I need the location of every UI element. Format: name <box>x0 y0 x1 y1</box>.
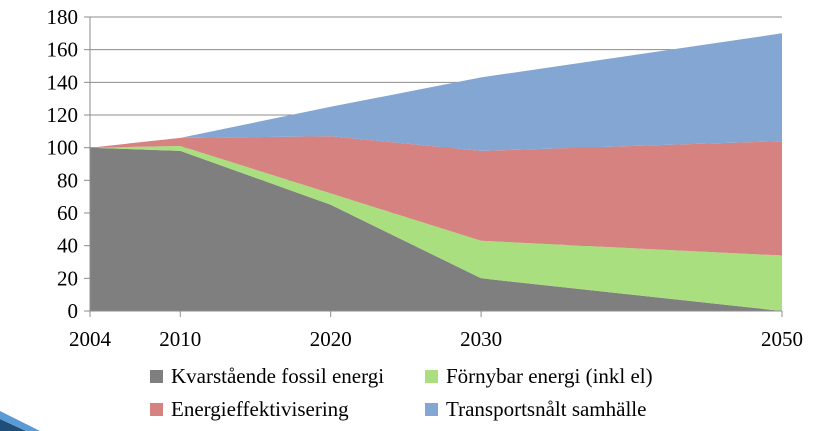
x-tick-label-2020: 2020 <box>310 327 352 351</box>
y-tick-label-60: 60 <box>57 201 78 225</box>
x-tick-labels: 2004 2010 2020 2030 2050 <box>69 327 803 351</box>
blue-corner-arrow-icon <box>0 411 40 431</box>
area-efficiency <box>90 136 782 256</box>
area-transport <box>90 33 782 151</box>
y-tick-labels: 0 20 40 60 80 100 120 140 160 180 <box>47 5 79 323</box>
y-tick-label-20: 20 <box>57 266 78 290</box>
legend-swatch-fossil <box>150 369 163 383</box>
chart-areas <box>90 33 782 311</box>
x-tick-label-2010: 2010 <box>159 327 201 351</box>
y-tick-label-180: 180 <box>47 5 79 29</box>
axes <box>84 16 783 317</box>
y-tick-label-40: 40 <box>57 234 78 258</box>
y-tick-label-120: 120 <box>47 103 79 127</box>
area-renewable <box>90 146 782 311</box>
y-tick-label-80: 80 <box>57 168 78 192</box>
y-tick-label-160: 160 <box>47 38 79 62</box>
x-tick-label-2004: 2004 <box>69 327 112 351</box>
y-tick-label-140: 140 <box>47 70 79 94</box>
legend-label-fossil: Kvarstående fossil energi <box>171 364 385 388</box>
legend-item-efficiency: Energieffektivisering <box>150 397 425 421</box>
legend-label-transport: Transportsnålt samhälle <box>446 397 647 421</box>
x-tick-label-2050: 2050 <box>761 327 803 351</box>
legend-label-efficiency: Energieffektivisering <box>171 397 349 421</box>
legend-item-fossil: Kvarstående fossil energi <box>150 364 425 388</box>
legend-label-renewable: Förnybar energi (inkl el) <box>446 364 653 388</box>
legend: Kvarstående fossil energi Förnybar energ… <box>150 364 750 421</box>
area-fossil <box>90 147 782 311</box>
legend-swatch-transport <box>425 402 438 416</box>
y-tick-label-100: 100 <box>47 136 79 160</box>
x-tick-label-2030: 2030 <box>460 327 502 351</box>
y-tick-label-0: 0 <box>68 299 79 323</box>
legend-item-renewable: Förnybar energi (inkl el) <box>425 364 725 388</box>
legend-swatch-efficiency <box>150 402 163 416</box>
legend-item-transport: Transportsnålt samhälle <box>425 397 725 421</box>
legend-swatch-renewable <box>425 369 438 383</box>
